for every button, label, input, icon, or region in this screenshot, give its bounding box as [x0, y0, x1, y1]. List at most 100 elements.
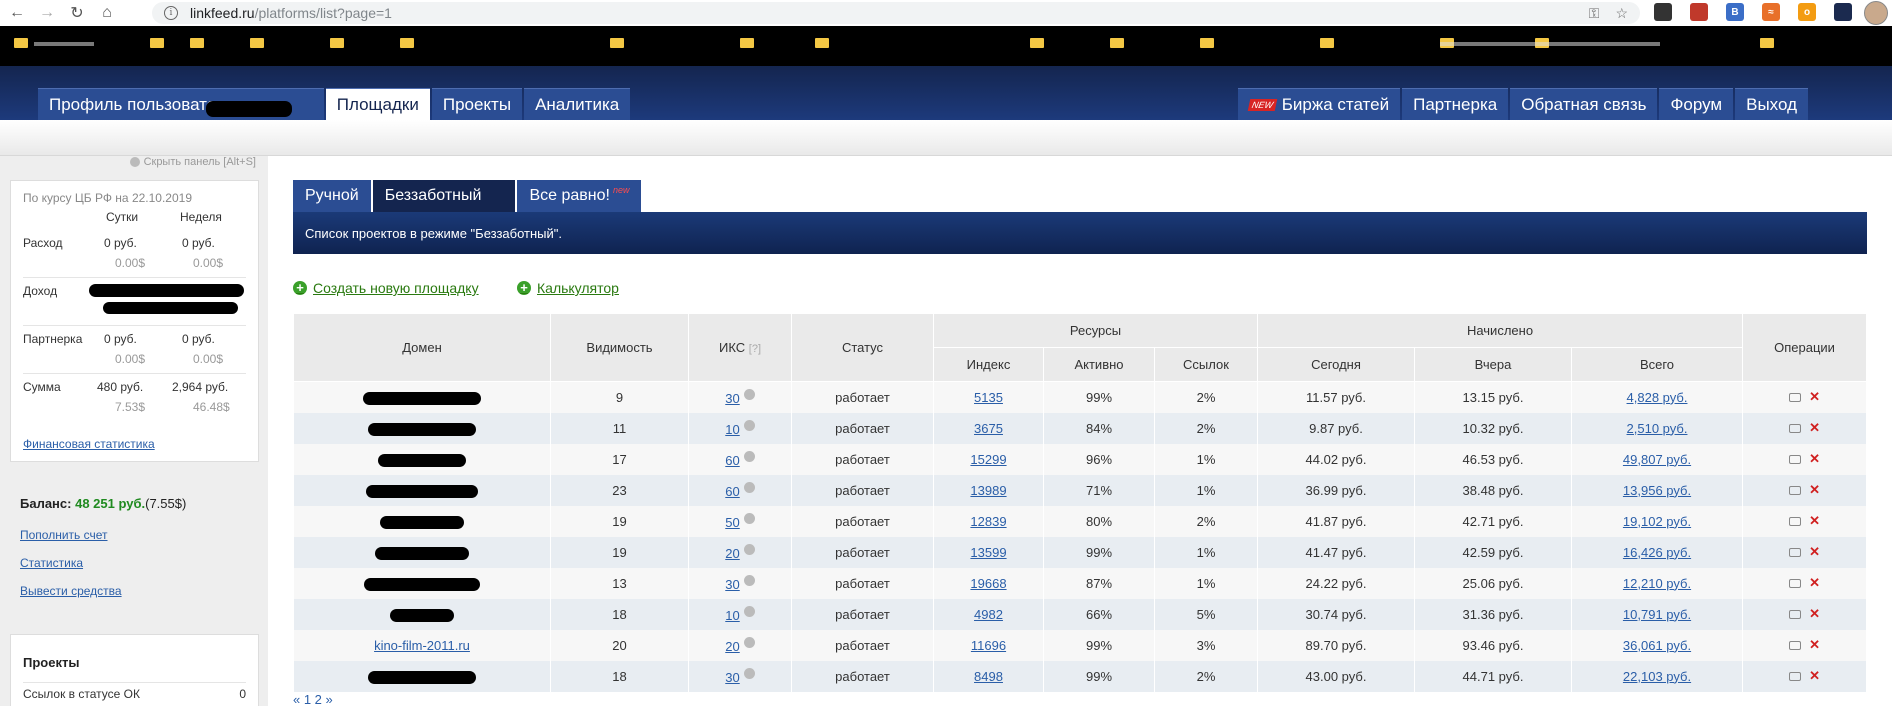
hide-panel-link[interactable]: Скрыть панель [Alt+S] — [129, 156, 256, 168]
calculator-link[interactable]: + Калькулятор — [517, 280, 619, 296]
edit-icon[interactable] — [1789, 517, 1802, 527]
iks-link[interactable]: 10 — [725, 421, 740, 437]
delete-icon[interactable]: ✕ — [1809, 389, 1820, 405]
col-total[interactable]: Всего — [1570, 347, 1744, 382]
index-link[interactable]: 13599 — [970, 544, 1007, 560]
info-icon[interactable]: i — [164, 6, 178, 20]
col-yesterday[interactable]: Вчера — [1414, 347, 1572, 382]
edit-icon[interactable] — [1789, 641, 1802, 651]
info-icon[interactable] — [743, 512, 755, 524]
info-icon[interactable] — [743, 667, 755, 679]
folder-icon[interactable] — [190, 38, 204, 48]
vk-extension-icon[interactable]: B — [1726, 3, 1744, 21]
info-icon[interactable] — [743, 450, 755, 462]
folder-icon[interactable] — [815, 38, 829, 48]
folder-icon[interactable] — [610, 38, 624, 48]
reload-icon[interactable]: ↻ — [70, 5, 84, 22]
index-link[interactable]: 5135 — [974, 389, 1003, 405]
total-link[interactable]: 49,807 руб. — [1622, 451, 1692, 467]
delete-icon[interactable]: ✕ — [1809, 544, 1820, 559]
edit-icon[interactable] — [1789, 548, 1802, 558]
total-link[interactable]: 16,426 руб. — [1622, 544, 1692, 560]
home-icon[interactable]: ⌂ — [102, 4, 112, 21]
nav-tab-platforms[interactable]: Площадки — [325, 88, 430, 120]
index-link[interactable]: 8498 — [974, 668, 1003, 684]
edit-icon[interactable] — [1789, 610, 1802, 620]
info-icon[interactable] — [743, 605, 755, 617]
folder-icon[interactable] — [250, 38, 264, 48]
pagination[interactable]: « 1 2 » — [293, 692, 333, 706]
col-domain[interactable]: Домен — [293, 313, 551, 382]
nav-tab-article-exchange[interactable]: NEW Биржа статей — [1237, 88, 1401, 120]
total-link[interactable]: 2,510 руб. — [1626, 420, 1688, 436]
edit-icon[interactable] — [1789, 579, 1802, 589]
folder-icon[interactable] — [14, 38, 28, 48]
folder-icon[interactable] — [330, 38, 344, 48]
folder-icon[interactable] — [1110, 38, 1124, 48]
delete-icon[interactable]: ✕ — [1809, 606, 1820, 621]
extension-icon[interactable] — [1654, 3, 1672, 21]
create-platform-link[interactable]: + Создать новую площадку — [293, 280, 479, 296]
top-up-link[interactable]: Пополнить счет — [20, 528, 108, 542]
delete-icon[interactable]: ✕ — [1809, 513, 1820, 528]
delete-icon[interactable]: ✕ — [1809, 451, 1820, 466]
folder-icon[interactable] — [1320, 38, 1334, 48]
iks-link[interactable]: 30 — [725, 669, 740, 685]
folder-icon[interactable] — [740, 38, 754, 48]
iks-link[interactable]: 20 — [725, 545, 740, 561]
total-link[interactable]: 13,956 руб. — [1622, 482, 1692, 498]
iks-link[interactable]: 60 — [725, 452, 740, 468]
folder-icon[interactable] — [400, 38, 414, 48]
nav-tab-analytics[interactable]: Аналитика — [524, 88, 631, 120]
index-link[interactable]: 3675 — [974, 420, 1003, 436]
iks-link[interactable]: 60 — [725, 483, 740, 499]
total-link[interactable]: 19,102 руб. — [1622, 513, 1692, 529]
tab-carefree[interactable]: Беззаботный — [372, 180, 516, 212]
index-link[interactable]: 11696 — [970, 637, 1007, 653]
help-hint[interactable]: [?] — [748, 343, 762, 355]
delete-icon[interactable]: ✕ — [1809, 482, 1820, 497]
index-link[interactable]: 19668 — [970, 575, 1007, 591]
forward-icon[interactable]: → — [39, 4, 55, 21]
info-icon[interactable] — [743, 481, 755, 493]
total-link[interactable]: 10,791 руб. — [1622, 606, 1692, 622]
edit-icon[interactable] — [1789, 455, 1802, 465]
info-icon[interactable] — [743, 574, 755, 586]
total-link[interactable]: 22,103 руб. — [1622, 668, 1692, 684]
iks-link[interactable]: 20 — [725, 638, 740, 654]
avatar[interactable] — [1864, 1, 1888, 25]
edit-icon[interactable] — [1789, 672, 1802, 682]
nav-tab-logout[interactable]: Выход — [1735, 88, 1808, 120]
col-index[interactable]: Индекс — [933, 347, 1044, 382]
col-links[interactable]: Ссылок — [1154, 347, 1258, 382]
nav-tab-feedback[interactable]: Обратная связь — [1510, 88, 1658, 120]
tab-whatever[interactable]: Все равно! new — [517, 180, 642, 212]
extension-icon[interactable] — [1690, 3, 1708, 21]
withdraw-link[interactable]: Вывести средства — [20, 584, 122, 598]
info-icon[interactable] — [743, 543, 755, 555]
statistics-link[interactable]: Статистика — [20, 556, 84, 570]
nav-tab-partners[interactable]: Партнерка — [1402, 88, 1509, 120]
key-icon[interactable]: ⚿ — [1588, 5, 1600, 21]
delete-icon[interactable]: ✕ — [1809, 420, 1820, 435]
info-icon[interactable] — [743, 388, 755, 400]
extension-icon[interactable] — [1834, 3, 1852, 21]
delete-icon[interactable]: ✕ — [1809, 637, 1820, 652]
delete-icon[interactable]: ✕ — [1809, 575, 1820, 590]
tab-manual[interactable]: Ручной — [293, 180, 371, 212]
total-link[interactable]: 12,210 руб. — [1622, 575, 1692, 591]
iks-link[interactable]: 50 — [725, 514, 740, 530]
edit-icon[interactable] — [1789, 486, 1802, 496]
folder-icon[interactable] — [1030, 38, 1044, 48]
col-status[interactable]: Статус — [791, 313, 934, 382]
delete-icon[interactable]: ✕ — [1809, 668, 1820, 683]
col-today[interactable]: Сегодня — [1257, 347, 1415, 382]
folder-icon[interactable] — [1760, 38, 1774, 48]
nav-tab-projects[interactable]: Проекты — [431, 88, 523, 120]
iks-link[interactable]: 10 — [725, 607, 740, 623]
folder-icon[interactable] — [1200, 38, 1214, 48]
info-icon[interactable] — [743, 419, 755, 431]
iks-link[interactable]: 30 — [725, 390, 740, 406]
edit-icon[interactable] — [1789, 424, 1802, 434]
index-link[interactable]: 13989 — [970, 482, 1007, 498]
